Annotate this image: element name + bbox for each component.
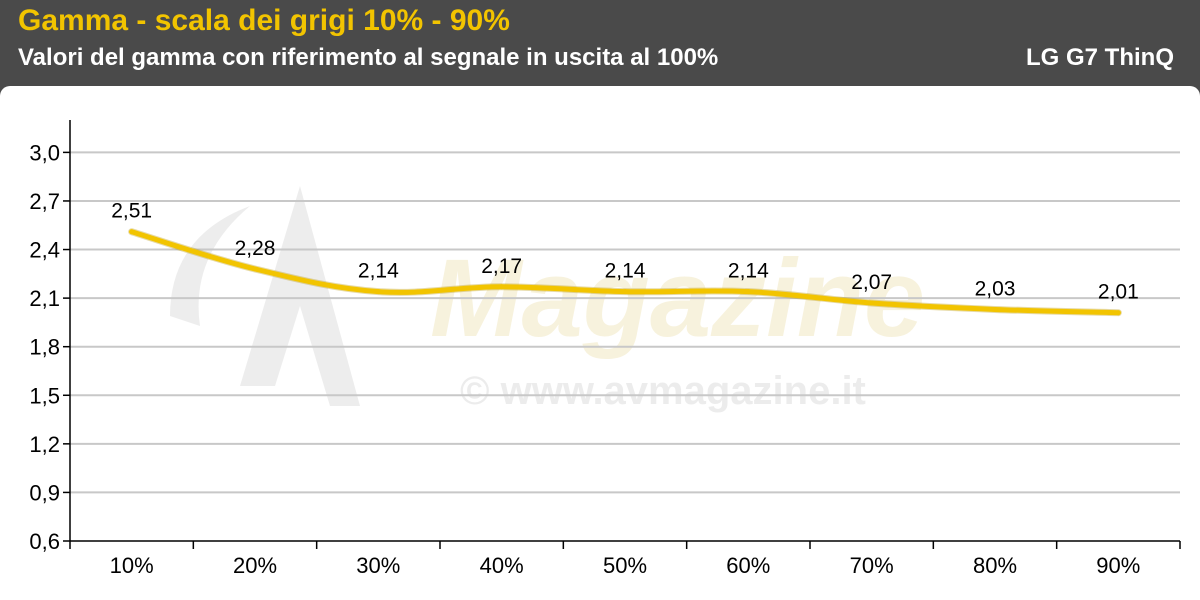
x-tick-label: 60% <box>726 553 770 578</box>
chart-title: Gamma - scala dei grigi 10% - 90% <box>18 4 510 37</box>
data-label: 2,01 <box>1098 281 1139 304</box>
watermark-logo-icon <box>170 186 360 406</box>
data-label: 2,03 <box>975 277 1016 300</box>
data-point <box>252 266 258 272</box>
x-tick-label: 20% <box>233 553 277 578</box>
x-tick-label: 50% <box>603 553 647 578</box>
chart-subtitle: Valori del gamma con riferimento al segn… <box>18 44 719 71</box>
x-tick-label: 90% <box>1096 553 1140 578</box>
data-labels: 2,51 2,28 2,14 2,17 2,14 2,14 2,07 2,03 2,01 <box>111 200 1139 304</box>
data-label: 2,14 <box>358 260 399 283</box>
data-point <box>745 289 751 295</box>
watermark-url: © www.avmagazine.it <box>460 369 866 413</box>
data-point <box>622 289 628 295</box>
axes <box>63 120 1181 549</box>
data-point <box>992 306 998 312</box>
data-label: 2,28 <box>235 237 276 260</box>
chart-header: Gamma - scala dei grigi 10% - 90% Valori… <box>0 0 1200 84</box>
data-point <box>375 289 381 295</box>
x-tick-label: 10% <box>110 553 154 578</box>
y-tick-label: 0,6 <box>29 529 60 554</box>
data-label: 2,14 <box>728 260 769 283</box>
y-tick-label: 1,5 <box>29 383 60 408</box>
data-label: 2,17 <box>481 255 522 278</box>
x-tick-label: 40% <box>480 553 524 578</box>
x-tick-label: 80% <box>973 553 1017 578</box>
x-tick-label: 30% <box>356 553 400 578</box>
data-point <box>1115 310 1121 316</box>
y-tick-label: 0,9 <box>29 480 60 505</box>
y-tick-label: 2,4 <box>29 238 60 263</box>
data-point <box>869 300 875 306</box>
gridlines <box>70 151 1180 494</box>
y-tick-label: 3,0 <box>29 140 60 165</box>
y-tick-label: 2,7 <box>29 189 60 214</box>
data-label: 2,14 <box>605 260 646 283</box>
y-tick-label: 2,1 <box>29 286 60 311</box>
x-tick-labels: 10% 20% 30% 40% 50% 60% 70% 80% 90% <box>110 553 1141 578</box>
y-tick-label: 1,2 <box>29 432 60 457</box>
data-label: 2,07 <box>851 271 892 294</box>
data-label: 2,51 <box>111 200 152 223</box>
y-tick-labels: 0,6 0,9 1,2 1,5 1,8 2,1 2,4 2,7 3,0 <box>29 140 60 554</box>
gamma-line-chart: Magazine © www.avmagazine.it 0,60,91,21,… <box>29 120 1181 578</box>
chart-panel: Magazine © www.avmagazine.it 0,6 0,9 1,2 1,… <box>0 86 1200 600</box>
y-tick-label: 1,8 <box>29 335 60 360</box>
series-layer <box>128 228 1122 317</box>
data-point <box>499 284 505 290</box>
device-name: LG G7 ThinQ <box>1026 44 1174 71</box>
data-point <box>129 229 135 235</box>
x-tick-label: 70% <box>850 553 894 578</box>
